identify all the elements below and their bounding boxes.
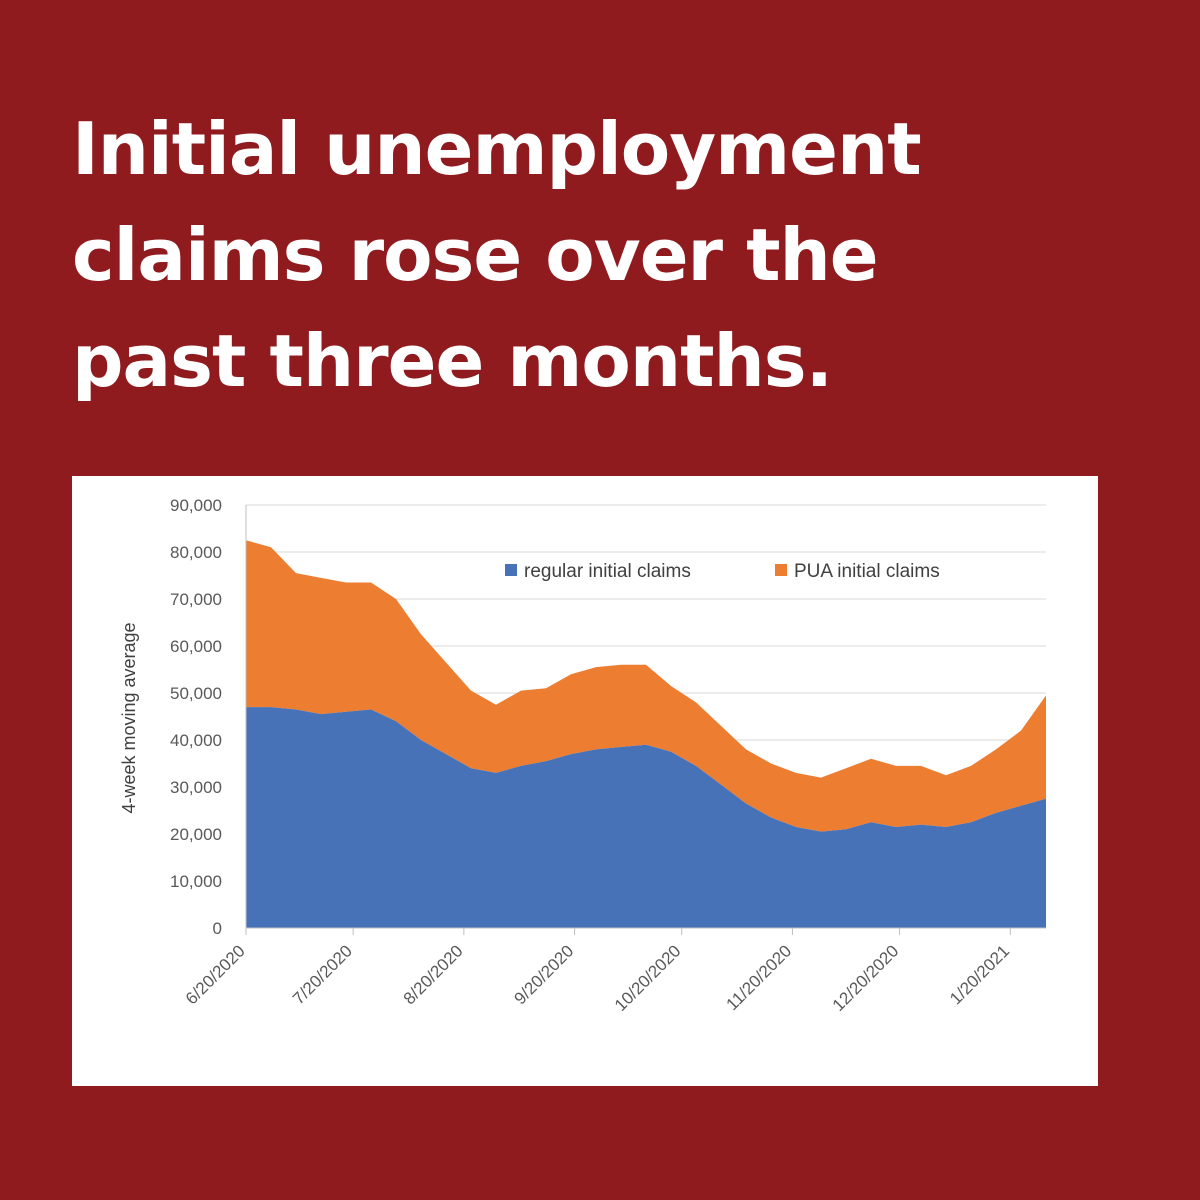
x-tick-labels: 6/20/2020 7/20/2020 8/20/2020 9/20/2020 10/2…: [182, 941, 1013, 1015]
area-pua-initial-claims: [246, 540, 1046, 832]
headline-line-1: Initial unemployment: [72, 107, 922, 191]
x-tick-label-5: 11/20/2020: [723, 941, 796, 1014]
y-axis-title: 4-week moving average: [119, 622, 139, 813]
x-tick-label-6: 12/20/2020: [829, 941, 903, 1015]
y-tick-label-2: 20,000: [170, 825, 222, 844]
y-tick-label-5: 50,000: [170, 684, 222, 703]
x-tick-label-3: 9/20/2020: [510, 941, 577, 1008]
y-tick-label-3: 30,000: [170, 778, 222, 797]
headline-line-3: past three months.: [72, 319, 833, 403]
y-tick-label-7: 70,000: [170, 590, 222, 609]
legend-swatch-pua: [775, 564, 787, 576]
legend: regular initial claims PUA initial claim…: [505, 561, 940, 582]
area-series: [246, 540, 1046, 928]
y-tick-label-9: 90,000: [170, 496, 222, 515]
y-tick-label-1: 10,000: [170, 872, 222, 891]
headline: Initial unemployment claims rose over th…: [72, 96, 1152, 414]
y-tick-label-6: 60,000: [170, 637, 222, 656]
legend-label-pua: PUA initial claims: [794, 561, 940, 582]
x-tick-label-1: 7/20/2020: [289, 941, 356, 1008]
chart-panel: 0 10,000 20,000 30,000 40,000 50,000 60,000 70,…: [72, 476, 1098, 1086]
area-regular-initial-claims: [246, 707, 1046, 928]
headline-line-2: claims rose over the: [72, 213, 879, 297]
y-tick-label-4: 40,000: [170, 731, 222, 750]
y-tick-label-8: 80,000: [170, 543, 222, 562]
x-tick-label-0: 6/20/2020: [182, 941, 249, 1008]
x-tick-label-4: 10/20/2020: [611, 941, 685, 1015]
x-tick-label-7: 1/20/2021: [946, 941, 1013, 1008]
axes: [245, 505, 1046, 935]
legend-label-regular: regular initial claims: [524, 561, 691, 582]
y-tick-label-0: 0: [213, 919, 222, 938]
y-tick-labels: 0 10,000 20,000 30,000 40,000 50,000 60,000 70,…: [170, 496, 222, 938]
x-tick-label-2: 8/20/2020: [400, 941, 467, 1008]
stacked-area-chart: 0 10,000 20,000 30,000 40,000 50,000 60,000 70,…: [119, 496, 1046, 1015]
legend-swatch-regular: [505, 564, 517, 576]
